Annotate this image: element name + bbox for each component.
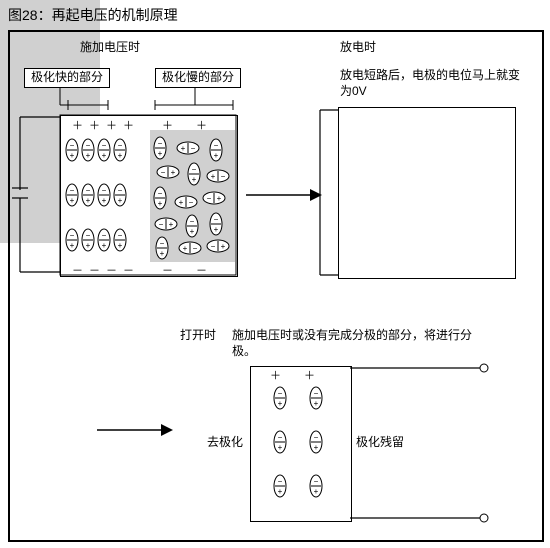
short-circuit <box>300 100 540 290</box>
note-open: 施加电压时或没有完成分极的部分，将进行分极。 <box>232 328 472 359</box>
label-slow-polarization: 极化慢的部分 <box>155 68 241 88</box>
dipoles-left: −+ +− −+ <box>60 130 236 265</box>
note-discharge: 放电短路后，电极的电位马上就变为0V <box>340 68 530 99</box>
heading-open: 打开时 <box>180 328 216 344</box>
label-depolarize: 去极化 <box>207 435 243 451</box>
heading-discharge: 放电时 <box>340 40 376 56</box>
arrow-to-open <box>95 420 175 440</box>
dipoles-bottom <box>250 380 350 510</box>
label-fast-polarization: 极化快的部分 <box>24 68 110 88</box>
diagram-root: 图28：再起电压的机制原理 施加电压时 极化快的部分 极化慢的部分 ＋＋＋＋ ＋… <box>0 0 550 548</box>
